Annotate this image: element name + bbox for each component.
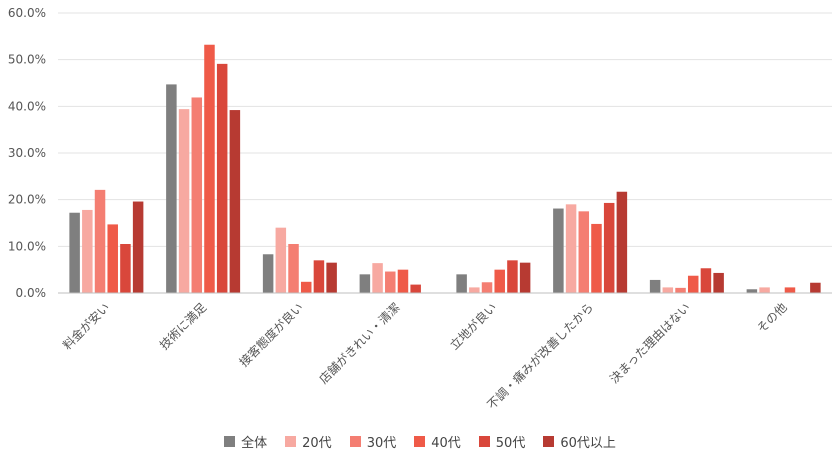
bar	[288, 244, 299, 293]
legend-label: 30代	[366, 436, 397, 451]
bar	[107, 224, 118, 293]
bar	[262, 254, 274, 293]
y-tick-label: 30.0%	[8, 146, 46, 160]
x-category-label: 接客態度が良い	[236, 300, 306, 370]
y-tick-label: 60.0%	[8, 6, 46, 20]
bar	[687, 275, 699, 293]
legend-swatch	[349, 436, 361, 447]
legend-swatch	[478, 436, 490, 447]
legend: 全体 20代 30代 40代 50代 60代以上	[0, 432, 840, 451]
y-tick-label: 10.0%	[8, 239, 46, 253]
legend-label: 60代以上	[560, 436, 616, 451]
x-category-label: その他	[754, 300, 789, 335]
bar	[519, 262, 531, 293]
bar	[603, 202, 615, 293]
legend-item: 60代以上	[543, 432, 616, 451]
bar	[300, 281, 312, 293]
bar	[275, 227, 287, 293]
bar	[216, 63, 228, 293]
bar	[565, 204, 577, 293]
bar	[507, 260, 518, 293]
bar	[662, 287, 674, 293]
bar	[372, 263, 383, 293]
bar	[229, 110, 241, 293]
bar	[810, 282, 821, 293]
bar	[178, 109, 190, 293]
bar	[553, 208, 564, 293]
bar	[469, 287, 480, 293]
legend-item: 40代	[414, 432, 461, 451]
bar	[784, 287, 796, 293]
legend-swatch	[224, 436, 236, 447]
bar	[313, 260, 325, 293]
bar	[759, 287, 770, 293]
bar	[649, 279, 661, 293]
bar	[616, 191, 628, 293]
bar	[746, 289, 758, 293]
x-category-label: 技術に満足	[157, 300, 209, 352]
bar	[204, 44, 215, 293]
bar	[481, 282, 493, 293]
y-tick-label: 40.0%	[8, 99, 46, 113]
bar	[385, 271, 396, 293]
bar	[359, 274, 371, 293]
bar	[94, 189, 106, 293]
legend-swatch	[285, 436, 297, 447]
legend-label: 20代	[302, 436, 332, 451]
x-category-label: 決まった理由はない	[607, 300, 693, 386]
bar	[700, 268, 712, 293]
y-tick-label: 0.0%	[16, 286, 47, 300]
x-category-label: 不調・痛みが改善したから	[484, 300, 596, 412]
bars	[69, 44, 821, 294]
bar	[410, 284, 421, 293]
legend-swatch	[543, 436, 555, 447]
x-category-label: 店舗がきれい・清潔	[316, 300, 403, 387]
legend-item: 50代	[478, 432, 526, 451]
bar	[397, 269, 409, 293]
bar	[191, 97, 203, 293]
x-axis-labels: 料金が安い 技術に満足 接客態度が良い 店舗がきれい・清潔 立地が良い不調・痛みが改善し…	[59, 300, 789, 412]
legend-label: 全体	[241, 436, 268, 451]
y-axis-ticks: 0.0% 10.0% 20.0% 30.0% 40.0% 50.0% 60.0%	[8, 6, 46, 300]
bar	[713, 272, 724, 293]
y-tick-label: 50.0%	[8, 53, 46, 67]
legend-item: 30代	[349, 432, 397, 451]
bar	[456, 274, 467, 293]
legend-item: 全体	[224, 432, 267, 451]
legend-item: 20代	[285, 432, 332, 451]
bar	[82, 209, 93, 293]
bar	[132, 201, 144, 293]
x-category-label: 立地が良い	[446, 300, 499, 353]
y-tick-label: 20.0%	[8, 193, 46, 207]
legend-label: 50代	[495, 436, 526, 451]
x-category-label: 料金が安い	[59, 300, 112, 353]
bar	[591, 223, 602, 293]
bar	[494, 269, 505, 293]
bar	[166, 84, 177, 294]
bar	[69, 212, 80, 293]
bar	[675, 287, 686, 293]
legend-swatch	[414, 436, 426, 447]
bar	[326, 262, 337, 293]
bar	[120, 244, 131, 293]
bar	[578, 211, 590, 293]
legend-label: 40代	[431, 436, 461, 451]
